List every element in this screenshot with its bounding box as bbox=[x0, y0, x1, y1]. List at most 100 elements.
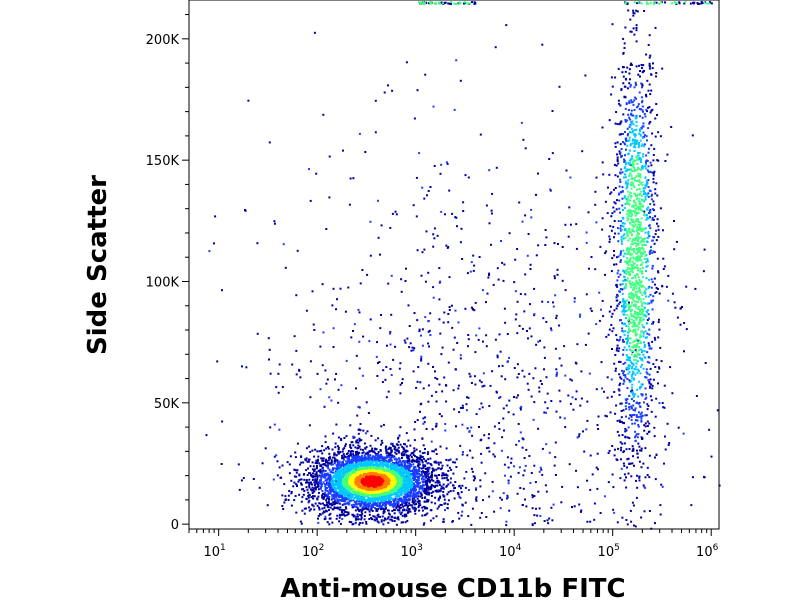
data-point bbox=[496, 354, 499, 357]
data-point bbox=[322, 481, 325, 484]
data-point bbox=[522, 487, 525, 490]
data-point bbox=[644, 195, 647, 198]
data-point bbox=[360, 458, 363, 461]
data-point bbox=[603, 495, 606, 498]
data-point bbox=[302, 493, 305, 496]
data-point bbox=[556, 273, 559, 276]
data-point bbox=[656, 114, 658, 116]
data-point bbox=[643, 510, 646, 513]
data-point bbox=[639, 412, 642, 415]
data-point bbox=[275, 386, 278, 389]
data-point bbox=[341, 492, 344, 495]
data-point bbox=[310, 475, 313, 478]
data-point bbox=[402, 473, 405, 476]
data-point bbox=[244, 209, 247, 212]
data-point bbox=[619, 376, 622, 379]
data-point bbox=[490, 212, 493, 215]
data-point bbox=[628, 68, 631, 71]
data-point bbox=[630, 380, 633, 383]
data-point bbox=[357, 456, 360, 458]
data-point bbox=[367, 502, 370, 504]
data-point bbox=[683, 350, 685, 353]
data-point bbox=[395, 461, 398, 463]
data-point bbox=[443, 502, 446, 505]
data-point bbox=[387, 453, 390, 456]
data-point bbox=[638, 144, 640, 147]
data-point bbox=[663, 406, 666, 409]
data-point bbox=[390, 493, 393, 496]
data-point bbox=[623, 233, 626, 236]
data-point bbox=[370, 517, 373, 519]
data-point bbox=[401, 487, 404, 490]
data-point bbox=[455, 466, 458, 468]
data-point bbox=[421, 251, 424, 254]
data-point bbox=[389, 332, 391, 335]
data-point bbox=[425, 468, 428, 471]
data-point bbox=[595, 466, 598, 469]
data-point bbox=[645, 376, 648, 379]
data-point bbox=[647, 217, 650, 220]
data-point bbox=[646, 79, 649, 82]
data-point bbox=[512, 413, 515, 416]
data-point bbox=[423, 522, 426, 525]
data-point bbox=[344, 310, 347, 313]
data-point bbox=[316, 478, 319, 481]
data-point bbox=[482, 499, 484, 502]
data-point bbox=[338, 502, 341, 505]
data-point bbox=[630, 101, 633, 104]
data-point bbox=[407, 439, 410, 442]
data-point bbox=[554, 456, 557, 459]
data-point bbox=[281, 464, 284, 467]
data-point bbox=[286, 461, 289, 464]
data-point bbox=[315, 479, 318, 482]
data-point bbox=[646, 207, 649, 210]
data-point bbox=[620, 410, 623, 412]
data-point bbox=[261, 462, 264, 465]
data-point bbox=[387, 390, 390, 393]
data-point bbox=[348, 203, 351, 206]
data-point bbox=[360, 516, 363, 519]
data-point bbox=[281, 505, 284, 507]
data-point bbox=[628, 367, 631, 370]
data-point bbox=[379, 464, 382, 467]
data-point bbox=[647, 151, 650, 154]
data-point bbox=[358, 463, 361, 466]
data-point bbox=[647, 405, 650, 407]
data-point bbox=[324, 369, 327, 372]
data-point bbox=[647, 430, 650, 433]
data-point bbox=[556, 268, 559, 271]
data-point bbox=[324, 517, 327, 520]
data-point bbox=[638, 479, 641, 482]
data-point bbox=[674, 306, 677, 309]
data-point bbox=[308, 506, 311, 509]
data-point bbox=[616, 227, 619, 230]
data-point bbox=[622, 338, 624, 341]
data-point bbox=[620, 377, 623, 380]
data-point bbox=[598, 291, 601, 294]
data-point bbox=[466, 396, 468, 399]
data-point bbox=[459, 241, 462, 244]
data-point bbox=[405, 499, 408, 502]
data-point bbox=[337, 469, 340, 472]
data-point bbox=[617, 255, 620, 258]
data-point bbox=[320, 485, 323, 488]
data-point bbox=[282, 243, 285, 246]
data-point bbox=[398, 495, 401, 498]
data-point bbox=[429, 509, 432, 512]
data-point bbox=[621, 516, 624, 519]
data-point bbox=[634, 83, 637, 86]
data-point bbox=[626, 186, 629, 189]
data-point bbox=[368, 510, 371, 513]
data-point bbox=[440, 487, 443, 490]
data-point bbox=[406, 506, 409, 509]
data-point bbox=[644, 425, 647, 428]
data-point bbox=[650, 198, 653, 201]
data-point bbox=[629, 159, 632, 162]
data-point bbox=[360, 514, 363, 517]
data-point bbox=[593, 518, 596, 521]
data-point bbox=[537, 427, 540, 430]
data-point bbox=[208, 250, 211, 253]
data-point bbox=[427, 478, 430, 481]
data-point bbox=[308, 499, 311, 502]
data-point bbox=[442, 487, 445, 490]
